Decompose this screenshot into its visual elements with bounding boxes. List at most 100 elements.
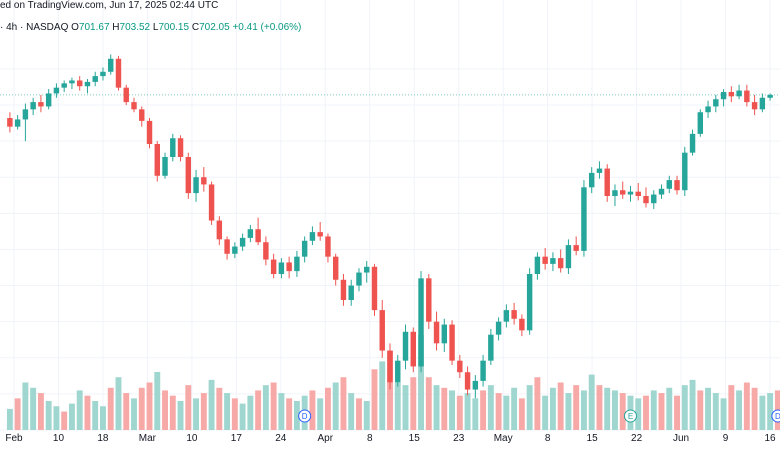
close-label: C (191, 22, 200, 33)
candle-body (317, 232, 323, 237)
candle-body (247, 229, 254, 238)
candle-body (379, 310, 385, 351)
candle (185, 152, 192, 199)
candle (131, 97, 137, 113)
volume-bar (185, 385, 192, 430)
candle (7, 112, 13, 133)
candle (464, 366, 471, 396)
candle (612, 184, 618, 207)
candle-body (201, 177, 207, 185)
volume-bar (84, 395, 91, 430)
x-tick-label: Jun (673, 433, 689, 444)
open-label: O (71, 22, 79, 33)
candle (588, 167, 595, 194)
candle (108, 54, 114, 75)
volume-bar (728, 385, 735, 430)
candle (177, 135, 184, 162)
volume-bar (45, 400, 52, 430)
x-tick-label: 15 (409, 433, 421, 444)
candle (92, 71, 98, 87)
candle-body (170, 138, 176, 157)
candle-body (45, 93, 52, 107)
volume-bar (138, 387, 145, 430)
candle-body (232, 246, 238, 254)
candle-body (309, 232, 316, 241)
volume-bar (441, 387, 448, 430)
candle (441, 318, 448, 352)
candle-body (418, 278, 424, 367)
candle-body (674, 180, 680, 191)
volume-bar (162, 390, 168, 430)
candle (22, 103, 29, 142)
volume-bar (30, 387, 37, 430)
volume-bar (317, 398, 324, 430)
volume-bar (759, 395, 766, 430)
candle-body (131, 102, 137, 110)
volume-bar (712, 393, 719, 430)
candle (30, 97, 36, 116)
candle-body (728, 92, 735, 97)
candle-body (542, 256, 548, 264)
volume-bar (356, 398, 362, 430)
volume-bar (363, 400, 370, 430)
volume-bar (689, 379, 696, 430)
candle (294, 250, 300, 277)
candle (713, 94, 719, 113)
candle (76, 76, 83, 91)
volume-bar (53, 406, 60, 430)
candle-body (53, 87, 60, 94)
candle (759, 93, 766, 113)
candle-body (14, 119, 21, 127)
candle-body (565, 245, 572, 269)
candle (511, 302, 517, 325)
candle (736, 84, 742, 100)
candle (604, 164, 610, 202)
volume-bar (262, 385, 269, 430)
x-tick-label: 23 (453, 433, 465, 444)
candle-body (736, 90, 742, 97)
candle-body (720, 92, 727, 100)
volume-bar (495, 393, 502, 430)
candle-body (759, 97, 766, 110)
candle-body (340, 279, 347, 300)
volume-bar (464, 393, 471, 430)
candle-body (658, 188, 665, 195)
candle (658, 184, 665, 199)
volume-bar (402, 385, 409, 430)
candle (573, 236, 579, 256)
volume-bar (534, 377, 541, 430)
high-value: 703.52 (119, 22, 151, 33)
low-label: L (152, 22, 159, 33)
candle (69, 77, 75, 90)
candle-body (69, 80, 75, 84)
candle-body (713, 99, 719, 107)
candle (651, 190, 657, 209)
volume-bar (580, 390, 587, 430)
candle (387, 343, 393, 390)
candle-body (356, 272, 362, 286)
candle (565, 239, 572, 274)
candle (534, 252, 541, 280)
candle (371, 263, 378, 316)
candle-body (371, 266, 378, 311)
volume-bar (425, 377, 432, 430)
volume-bar (92, 400, 99, 430)
candle (146, 118, 153, 149)
candle-body (488, 334, 494, 361)
candle (410, 327, 416, 373)
candle-body (177, 138, 184, 157)
candle (325, 233, 331, 263)
candle-series (7, 54, 773, 399)
ohlc-legend: · 4h · NASDAQ O701.67 H703.52 L700.15 C7… (0, 22, 301, 38)
candle-body (154, 144, 160, 176)
candle-body (495, 321, 502, 335)
candle (697, 109, 704, 137)
volume-bar (286, 398, 293, 430)
candle (286, 256, 292, 279)
candle-body (278, 262, 285, 274)
candle-body (332, 256, 339, 280)
legend-prefix: · 4h · NASDAQ (0, 22, 69, 33)
volume-bar (146, 382, 153, 430)
volume-bar (169, 395, 176, 430)
